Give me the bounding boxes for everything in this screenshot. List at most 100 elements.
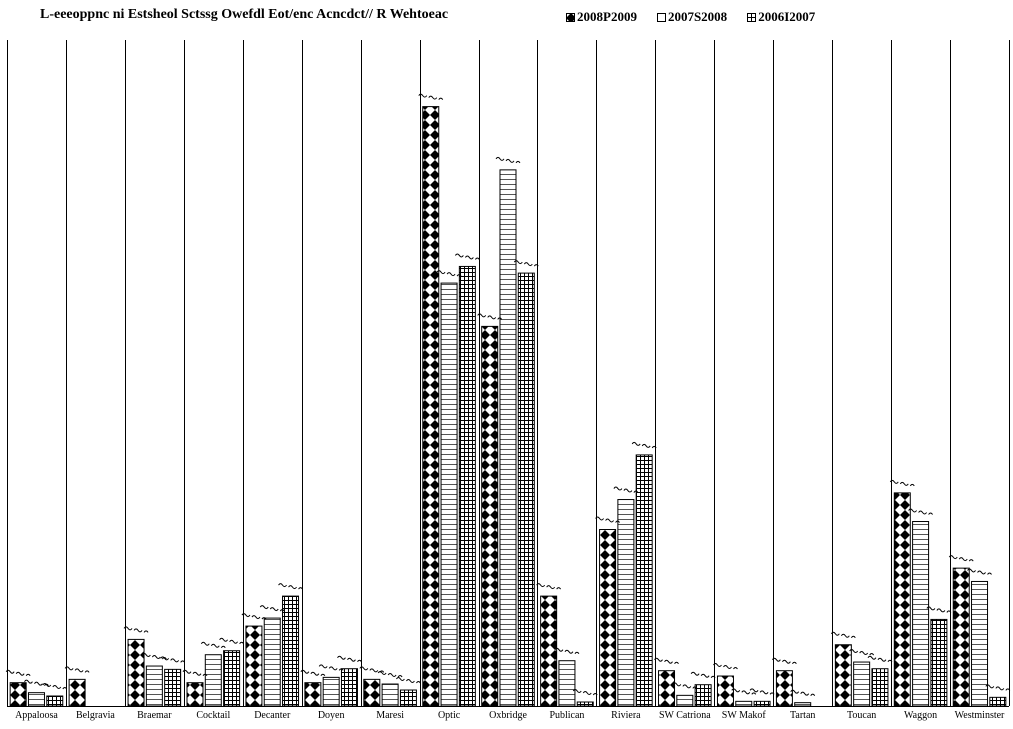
bar-value-mark <box>595 516 620 523</box>
chart-title: L-eeeoppnc ni Estsheol Sctssg Owefdl Eot… <box>40 7 449 22</box>
bar-value-mark <box>377 671 403 678</box>
bar-value-mark <box>713 663 738 670</box>
bar-value-mark <box>495 156 521 164</box>
bar-value-mark <box>141 653 167 660</box>
bar-westminster-series-1 <box>952 567 970 707</box>
x-tick-label-westminster: Westminster <box>955 710 1005 721</box>
bar-value-marks <box>5 93 1011 696</box>
bar-oxbridge-series-3 <box>517 272 535 707</box>
bar-riviera-series-2 <box>617 499 635 707</box>
bar-braemar-series-3 <box>164 668 182 707</box>
bar-sw-catriona-series-2 <box>676 694 694 707</box>
x-tick-label-maresi: Maresi <box>376 710 404 721</box>
bar-value-mark <box>790 689 816 696</box>
bar-sw-catriona-series-3 <box>694 684 712 707</box>
bar-value-mark <box>830 631 856 639</box>
bar-riviera-series-1 <box>599 529 617 707</box>
legend-entry-series-1: 2008P2009 <box>566 9 637 25</box>
bar-waggon-series-1 <box>893 492 911 707</box>
bar-value-mark <box>436 270 462 277</box>
bar-waggon-series-3 <box>930 618 948 707</box>
bar-cocktail-series-3 <box>223 650 241 707</box>
bar-value-mark <box>867 655 893 663</box>
bar-value-mark <box>200 641 226 649</box>
x-tick-label-optic: Optic <box>438 710 461 721</box>
bar-westminster-series-2 <box>971 580 989 707</box>
bar-tartan-series-1 <box>775 670 793 707</box>
bar-optic-series-3 <box>458 265 476 707</box>
bar-value-mark <box>337 655 362 663</box>
bar-value-mark <box>123 626 149 633</box>
bar-value-mark <box>672 682 698 689</box>
bar-value-mark <box>554 647 580 655</box>
bar-optic-series-1 <box>422 106 440 707</box>
bar-toucan-series-3 <box>871 668 889 707</box>
bar-oxbridge-series-1 <box>481 325 499 707</box>
bar-sw-makof-series-3 <box>753 700 771 707</box>
bar-value-mark <box>572 689 598 696</box>
legend-entry-series-2: 2007S2008 <box>656 9 728 25</box>
x-tick-label-braemar: Braemar <box>137 710 172 721</box>
bar-value-mark <box>5 669 31 676</box>
bar-value-mark <box>731 688 757 695</box>
bar-value-mark <box>477 313 503 320</box>
bar-value-mark <box>278 583 303 590</box>
bar-value-mark <box>396 677 421 684</box>
bar-value-mark <box>690 671 716 678</box>
bar-value-mark <box>182 669 208 676</box>
bar-publican-series-1 <box>540 595 558 707</box>
legend-label-series-1: 2008P2009 <box>577 9 637 24</box>
bar-value-mark <box>318 664 344 671</box>
bar-sw-makof-series-1 <box>716 675 734 707</box>
bars <box>9 106 1007 707</box>
bar-braemar-series-2 <box>145 665 163 707</box>
bar-riviera-series-3 <box>635 454 653 707</box>
bar-tartan-series-2 <box>794 702 812 707</box>
bar-value-mark <box>908 508 934 515</box>
bar-doyen-series-1 <box>304 682 322 707</box>
bar-publican-series-3 <box>576 701 594 707</box>
x-axis-tick-labels: Appaloosa Belgravia Braemar Cocktail Decante… <box>15 710 1005 721</box>
bar-value-mark <box>631 441 657 449</box>
bar-maresi-series-1 <box>363 678 381 707</box>
x-tick-label-publican: Publican <box>549 710 584 721</box>
x-tick-label-sw-catriona: SW Catriona <box>659 710 711 721</box>
bar-doyen-series-3 <box>340 668 358 707</box>
bar-appaloosa-series-2 <box>27 692 45 707</box>
bar-value-mark <box>967 568 992 575</box>
x-tick-label-sw-makof: SW Makof <box>722 710 767 721</box>
bar-oxbridge-series-2 <box>499 169 517 707</box>
bar-maresi-series-2 <box>381 683 399 707</box>
bar-value-mark <box>948 555 974 562</box>
bar-value-mark <box>241 613 267 620</box>
x-tick-label-riviera: Riviera <box>611 710 641 721</box>
bar-sw-makof-series-2 <box>735 700 753 707</box>
bar-doyen-series-2 <box>322 676 340 707</box>
legend-entry-series-3: 2006I2007 <box>747 9 815 25</box>
bar-maresi-series-3 <box>399 689 417 707</box>
bar-value-mark <box>889 479 915 487</box>
bar-cocktail-series-2 <box>204 654 222 707</box>
bar-publican-series-2 <box>558 660 576 707</box>
bar-value-mark <box>64 666 90 673</box>
bar-value-mark <box>613 486 639 493</box>
legend-swatch-grid <box>747 12 757 22</box>
legend-label-series-2: 2007S2008 <box>667 9 728 24</box>
legend: 2008P2009 2007S2008 2006I2007 <box>566 9 815 25</box>
bar-westminster-series-3 <box>989 696 1007 707</box>
x-tick-label-appaloosa: Appaloosa <box>15 710 58 721</box>
bar-value-mark <box>849 649 875 656</box>
bar-value-mark <box>771 657 797 664</box>
bar-appaloosa-series-3 <box>46 695 64 707</box>
bar-decanter-series-2 <box>263 617 281 707</box>
bar-value-mark <box>654 657 679 664</box>
legend-swatch-hlines <box>656 12 666 22</box>
bar-value-mark <box>985 684 1011 691</box>
bar-value-mark <box>300 669 326 676</box>
bar-value-mark <box>454 253 480 260</box>
bar-cocktail-series-1 <box>186 682 204 707</box>
bar-value-mark <box>536 583 562 590</box>
bar-value-mark <box>926 606 952 613</box>
bar-value-mark <box>259 605 285 612</box>
